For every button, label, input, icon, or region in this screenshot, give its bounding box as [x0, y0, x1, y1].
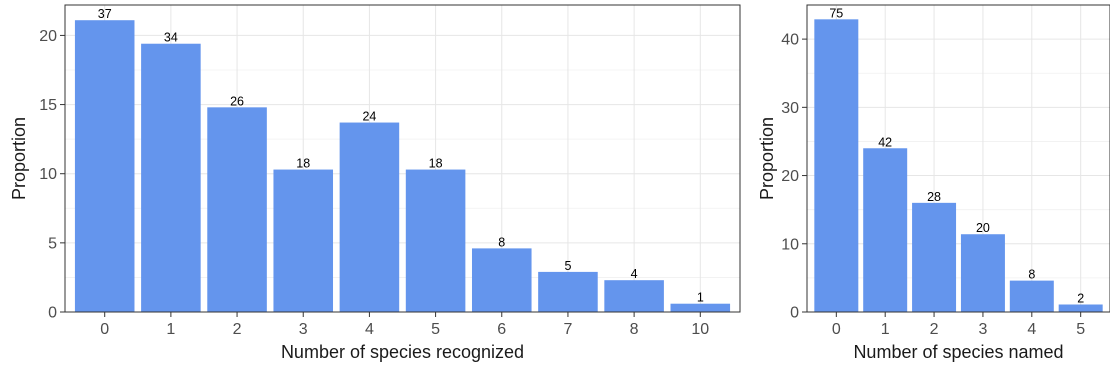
x-tick-label: 1 — [881, 321, 890, 338]
bar-value-label: 8 — [1028, 268, 1035, 282]
bar-value-label: 26 — [230, 94, 244, 108]
x-tick-label: 4 — [1027, 321, 1036, 338]
bar-value-label: 1 — [697, 291, 704, 305]
x-tick-label: 3 — [299, 321, 308, 338]
bar-value-label: 18 — [296, 157, 310, 171]
bar — [604, 280, 664, 312]
x-tick-label: 1 — [166, 321, 175, 338]
x-tick-label: 2 — [233, 321, 242, 338]
y-tick-label: 20 — [781, 168, 799, 185]
bar — [339, 122, 400, 312]
bar — [1058, 304, 1103, 312]
x-axis-title: Number of species named — [853, 342, 1063, 362]
y-axis-title: Proportion — [757, 117, 777, 200]
y-tick-label: 10 — [781, 236, 799, 253]
bar — [405, 169, 466, 312]
bar-value-label: 8 — [498, 235, 505, 249]
bar-value-label: 28 — [927, 190, 941, 204]
y-tick-label: 30 — [781, 100, 799, 117]
bar-value-label: 18 — [429, 157, 443, 171]
bar — [141, 43, 201, 312]
bar-value-label: 42 — [878, 135, 892, 149]
x-tick-label: 10 — [691, 321, 709, 338]
x-tick-label: 8 — [630, 321, 639, 338]
bar-value-label: 34 — [164, 31, 178, 45]
y-tick-label: 0 — [790, 305, 799, 322]
x-tick-label: 6 — [497, 321, 506, 338]
plot-border — [64, 4, 741, 313]
bar — [912, 202, 957, 312]
y-axis-title: Proportion — [9, 117, 29, 200]
chart-species-named: 0 10 20 30 40 0 1 2 3 4 5 75 42 28 20 8 2 Number of speci… — [757, 4, 1110, 362]
x-tick-label: 0 — [832, 321, 841, 338]
bar-value-label: 37 — [98, 7, 112, 21]
x-tick-label: 3 — [978, 321, 987, 338]
bar — [960, 234, 1005, 312]
bar — [863, 148, 908, 312]
bar — [471, 248, 532, 312]
y-tick-label: 40 — [781, 32, 799, 49]
bar-value-label: 20 — [976, 221, 990, 235]
bar — [538, 271, 598, 312]
y-tick-label: 5 — [48, 235, 57, 252]
bar-value-label: 75 — [829, 6, 843, 20]
bar-value-label: 5 — [564, 259, 571, 273]
bar — [273, 169, 334, 312]
bar — [814, 19, 859, 313]
bar — [670, 303, 731, 312]
bar-value-label: 24 — [362, 110, 376, 124]
x-tick-label: 7 — [563, 321, 572, 338]
y-tick-label: 10 — [39, 166, 57, 183]
bar-value-label: 4 — [631, 267, 638, 281]
x-tick-label: 4 — [365, 321, 374, 338]
x-tick-label: 2 — [930, 321, 939, 338]
bar-value-label: 2 — [1077, 291, 1084, 305]
plot-border — [806, 4, 1110, 313]
y-tick-label: 0 — [48, 305, 57, 322]
x-axis-title: Number of species recognized — [281, 342, 524, 362]
bar — [1009, 280, 1054, 312]
y-tick-label: 20 — [39, 28, 57, 45]
x-tick-label: 0 — [100, 321, 109, 338]
x-tick-label: 5 — [1076, 321, 1085, 338]
y-tick-label: 15 — [39, 97, 57, 114]
x-tick-label: 5 — [431, 321, 440, 338]
bar — [74, 20, 135, 313]
bar — [207, 107, 267, 312]
